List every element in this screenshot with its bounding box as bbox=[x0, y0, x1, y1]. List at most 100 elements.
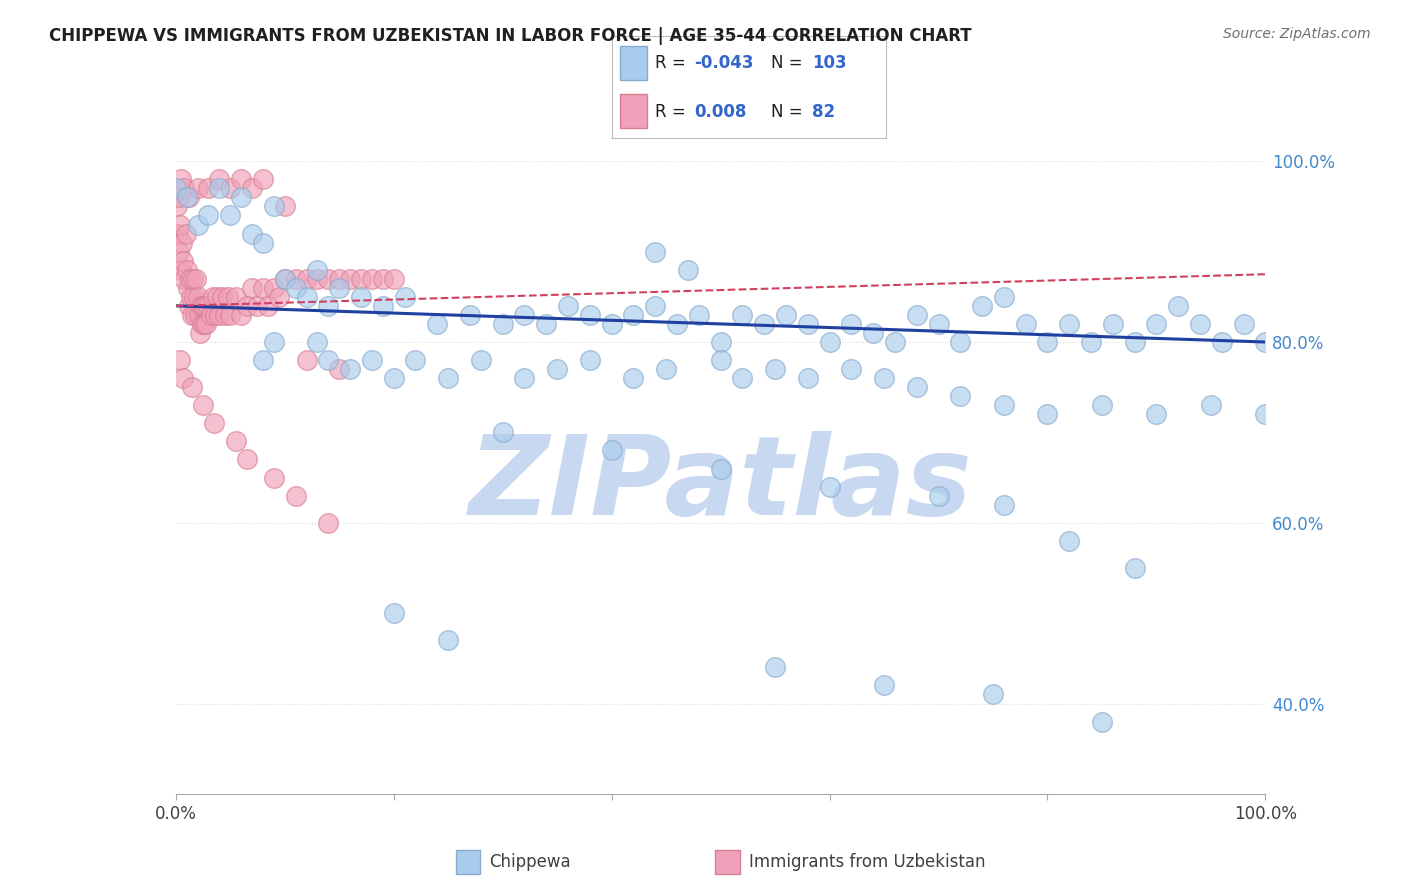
Text: 103: 103 bbox=[811, 54, 846, 72]
Point bbox=[949, 334, 972, 349]
Point bbox=[177, 190, 200, 204]
Point bbox=[295, 271, 318, 285]
Point bbox=[382, 606, 405, 620]
Point bbox=[172, 371, 194, 385]
Point bbox=[993, 398, 1015, 412]
Point bbox=[579, 353, 602, 368]
Point bbox=[1254, 334, 1277, 349]
Point bbox=[1091, 398, 1114, 412]
Point bbox=[186, 271, 208, 285]
Point bbox=[621, 308, 644, 322]
Point bbox=[177, 299, 200, 313]
Point bbox=[214, 308, 236, 322]
Point bbox=[197, 299, 219, 313]
Point bbox=[1102, 317, 1125, 331]
Point bbox=[1091, 714, 1114, 729]
Point bbox=[183, 290, 205, 304]
Text: ZIPatlas: ZIPatlas bbox=[468, 432, 973, 538]
Bar bbox=[620, 45, 647, 79]
Point bbox=[981, 688, 1004, 702]
Point bbox=[252, 281, 274, 295]
Point bbox=[307, 262, 329, 277]
Point bbox=[970, 299, 993, 313]
Point bbox=[263, 470, 285, 484]
Point bbox=[180, 290, 202, 304]
Bar bbox=[716, 850, 740, 873]
Point bbox=[252, 353, 274, 368]
Text: 0.008: 0.008 bbox=[695, 103, 747, 120]
Point bbox=[307, 334, 329, 349]
Point bbox=[173, 271, 195, 285]
Point bbox=[170, 172, 193, 186]
Point bbox=[492, 317, 515, 331]
Point bbox=[201, 290, 224, 304]
Point bbox=[225, 290, 247, 304]
Point bbox=[200, 308, 222, 322]
Point bbox=[186, 218, 209, 232]
Point bbox=[818, 334, 841, 349]
Point bbox=[350, 290, 373, 304]
Point bbox=[1080, 334, 1102, 349]
Point bbox=[181, 308, 204, 322]
Point bbox=[1144, 317, 1167, 331]
Point bbox=[191, 299, 214, 313]
Point bbox=[1123, 561, 1146, 575]
Point bbox=[1036, 407, 1059, 421]
Point bbox=[1211, 334, 1233, 349]
Point bbox=[600, 317, 623, 331]
Point bbox=[186, 290, 209, 304]
Point bbox=[166, 199, 188, 213]
Point bbox=[274, 199, 297, 213]
Point bbox=[307, 271, 329, 285]
Point bbox=[184, 308, 207, 322]
Point bbox=[252, 235, 274, 250]
Point bbox=[579, 308, 602, 322]
Point bbox=[186, 181, 209, 195]
Point bbox=[394, 290, 416, 304]
Point bbox=[318, 271, 340, 285]
Point bbox=[513, 371, 536, 385]
Point bbox=[339, 271, 361, 285]
Text: N =: N = bbox=[770, 103, 803, 120]
Point bbox=[295, 290, 318, 304]
Point bbox=[172, 235, 194, 250]
Point bbox=[371, 271, 394, 285]
Point bbox=[240, 227, 263, 241]
Point bbox=[197, 181, 219, 195]
Point bbox=[188, 326, 211, 340]
Point bbox=[211, 290, 233, 304]
Point bbox=[676, 262, 699, 277]
Point bbox=[350, 271, 373, 285]
Point bbox=[181, 380, 204, 394]
Point bbox=[284, 281, 307, 295]
Point bbox=[190, 299, 212, 313]
Point bbox=[644, 244, 666, 259]
Point bbox=[557, 299, 579, 313]
Point bbox=[841, 362, 863, 376]
Point bbox=[176, 190, 198, 204]
Point bbox=[382, 371, 405, 385]
Point bbox=[191, 317, 214, 331]
Point bbox=[263, 334, 285, 349]
Point bbox=[1167, 299, 1189, 313]
Point bbox=[235, 299, 257, 313]
Point bbox=[231, 308, 253, 322]
Point bbox=[235, 452, 257, 467]
Text: R =: R = bbox=[655, 54, 686, 72]
Point bbox=[318, 353, 340, 368]
Point bbox=[202, 417, 225, 431]
Text: CHIPPEWA VS IMMIGRANTS FROM UZBEKISTAN IN LABOR FORCE | AGE 35-44 CORRELATION CH: CHIPPEWA VS IMMIGRANTS FROM UZBEKISTAN I… bbox=[49, 27, 972, 45]
Point bbox=[208, 172, 231, 186]
Point bbox=[240, 281, 263, 295]
Point bbox=[172, 253, 194, 268]
Text: 82: 82 bbox=[811, 103, 835, 120]
Point bbox=[1232, 317, 1256, 331]
Point bbox=[208, 181, 231, 195]
Point bbox=[225, 434, 247, 449]
Point bbox=[382, 271, 405, 285]
Point bbox=[173, 181, 195, 195]
Point bbox=[818, 480, 841, 494]
Point bbox=[775, 308, 797, 322]
Point bbox=[437, 633, 460, 648]
Point bbox=[257, 299, 280, 313]
